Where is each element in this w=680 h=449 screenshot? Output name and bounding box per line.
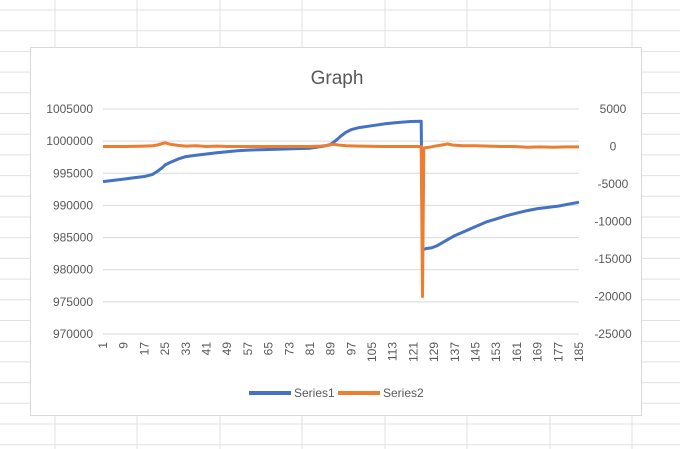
x-tick-label: 185 (572, 342, 586, 362)
x-tick-label: 65 (262, 342, 276, 356)
secondary-y-tick-label: -20000 (594, 290, 632, 304)
series-lines (102, 119, 580, 298)
primary-y-tick-label: 1005000 (46, 102, 93, 116)
primary-y-axis-labels: 1005000 1000000 995000 990000 985000 980000 97… (46, 102, 93, 341)
x-tick-label: 49 (220, 342, 234, 356)
x-tick-label: 121 (406, 342, 420, 362)
x-tick-label: 97 (344, 342, 358, 356)
x-tick-label: 153 (489, 342, 503, 362)
secondary-y-axis-labels: 5000 0 -5000 -10000 -15000 -20000 -25000 (594, 102, 632, 341)
series-line-2 (103, 141, 579, 298)
x-tick-label: 81 (303, 342, 317, 356)
legend: Series1 Series2 (249, 386, 424, 400)
x-tick-label: 169 (531, 342, 545, 362)
x-tick-label: 113 (386, 342, 400, 361)
primary-y-tick-label: 1000000 (46, 134, 93, 148)
primary-y-tick-label: 990000 (53, 198, 93, 212)
legend-series1-label: Series1 (294, 386, 335, 400)
legend-series2-label: Series2 (383, 386, 424, 400)
x-tick-label: 137 (448, 342, 462, 362)
primary-y-tick-label: 985000 (53, 231, 93, 245)
secondary-y-tick-label: 0 (610, 140, 617, 154)
series-line-1 (102, 119, 580, 252)
x-tick-label: 105 (365, 342, 379, 362)
secondary-y-tick-label: -5000 (598, 177, 629, 191)
x-tick-label: 161 (510, 342, 524, 362)
secondary-y-tick-label: 5000 (600, 102, 627, 116)
primary-y-tick-label: 995000 (53, 166, 93, 180)
secondary-y-tick-label: -15000 (594, 252, 632, 266)
x-tick-label: 177 (551, 342, 565, 362)
chart-title: Graph (311, 68, 364, 89)
chart-container[interactable]: Graph 1005000 1000000 995000 990000 985000 98… (30, 47, 642, 416)
primary-y-tick-label: 975000 (53, 295, 93, 309)
x-tick-label: 9 (117, 342, 131, 349)
x-tick-label: 129 (427, 342, 441, 362)
x-tick-label: 145 (469, 342, 483, 362)
x-tick-label: 73 (282, 342, 296, 356)
x-tick-label: 89 (324, 342, 338, 356)
x-tick-label: 33 (179, 342, 193, 356)
x-tick-label: 17 (137, 342, 151, 356)
secondary-y-tick-label: -10000 (594, 215, 632, 229)
x-axis-labels: 1 9 17 25 33 41 49 57 65 73 81 89 97 105 113 121 129 137 1… (96, 342, 586, 362)
x-tick-label: 41 (200, 342, 214, 356)
line-chart: Graph 1005000100000099500099000098500098… (46, 68, 632, 400)
primary-y-tick-label: 970000 (53, 327, 93, 341)
x-tick-label: 57 (241, 342, 255, 356)
x-tick-label: 25 (158, 342, 172, 356)
primary-y-tick-label: 980000 (53, 263, 93, 277)
gridlines (103, 108, 579, 335)
x-tick-label: 1 (96, 342, 110, 349)
secondary-y-tick-label: -25000 (594, 327, 632, 341)
